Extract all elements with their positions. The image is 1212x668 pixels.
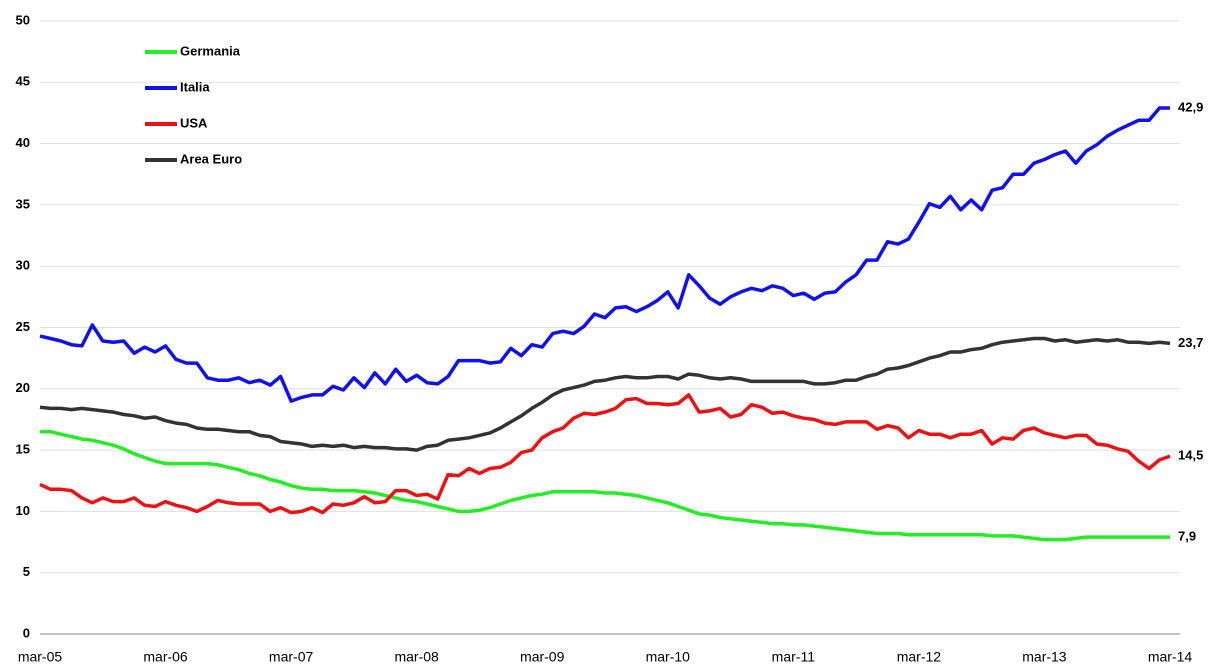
y-tick-label: 5 — [23, 564, 30, 579]
series-line — [39, 106, 1170, 403]
value-label: 14,5 — [1178, 448, 1203, 463]
y-tick-label: 10 — [16, 503, 30, 518]
y-tick-label: 40 — [16, 135, 30, 150]
x-tick-label: mar-11 — [772, 649, 816, 665]
value-label: 42,9 — [1178, 99, 1203, 114]
y-tick-label: 50 — [16, 12, 30, 27]
x-tick-label: mar-12 — [897, 649, 942, 665]
legend-label: Italia — [180, 79, 210, 94]
y-tick-label: 35 — [16, 196, 30, 211]
series-line — [40, 429, 1170, 542]
y-tick-label: 30 — [16, 258, 30, 273]
y-tick-label: 0 — [23, 625, 30, 640]
x-tick-label: mar-13 — [1022, 649, 1067, 665]
x-tick-label: mar-10 — [646, 649, 691, 665]
y-tick-label: 25 — [16, 319, 30, 334]
series-line — [39, 336, 1171, 452]
legend-label: USA — [180, 115, 208, 130]
legend-label: Germania — [180, 43, 241, 58]
value-label: 23,7 — [1178, 335, 1203, 350]
x-tick-label: mar-07 — [269, 649, 314, 665]
legend-label: Area Euro — [180, 151, 242, 166]
x-tick-label: mar-09 — [520, 649, 565, 665]
x-tick-label: mar-08 — [394, 649, 439, 665]
x-tick-label: mar-05 — [18, 649, 63, 665]
y-tick-label: 20 — [16, 380, 30, 395]
y-tick-label: 45 — [16, 74, 30, 89]
x-tick-label: mar-06 — [143, 649, 188, 665]
x-tick-label: mar-14 — [1148, 649, 1193, 665]
series-line — [39, 393, 1171, 515]
value-label: 7,9 — [1178, 529, 1196, 544]
y-tick-label: 15 — [16, 442, 30, 457]
